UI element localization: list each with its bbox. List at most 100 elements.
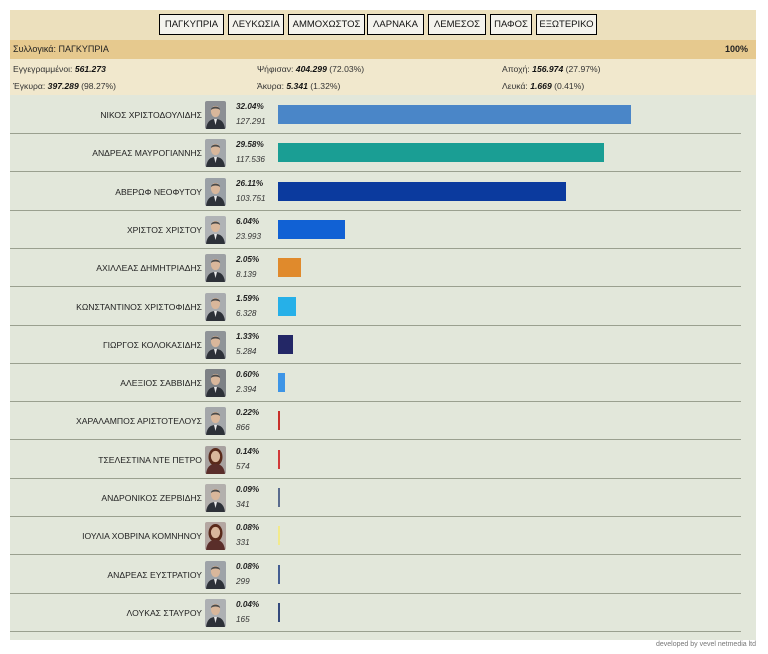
- row-divider: [10, 171, 741, 173]
- candidate-row: ΧΑΡΑΛΑΜΠΟΣ ΑΡΙΣΤΟΤΕΛΟΥΣ 0.22% 866: [10, 402, 756, 441]
- candidate-percentage: 0.22%: [236, 408, 260, 418]
- candidate-percentage: 0.08%: [236, 523, 260, 533]
- tab-1[interactable]: ΠΑΓΚΥΠΡΙΑ: [159, 14, 224, 35]
- result-bar: [278, 143, 604, 163]
- candidate-votes: 165: [236, 614, 250, 624]
- candidate-name: ΛΟΥΚΑΣ ΣΤΑΥΡΟΥ: [126, 607, 202, 618]
- stat-valid: Έγκυρα: 397.289 (98.27%): [13, 81, 117, 91]
- result-bar: [278, 564, 280, 584]
- candidate-percentage: 1.59%: [236, 293, 260, 303]
- tab-6[interactable]: ΠΑΦΟΣ: [490, 14, 532, 35]
- candidate-photo: [205, 254, 226, 283]
- candidate-name: ΑΛΕΞΙΟΣ ΣΑΒΒΙΔΗΣ: [120, 378, 202, 389]
- candidate-votes: 866: [236, 423, 250, 433]
- candidate-photo: [205, 215, 226, 244]
- candidate-row: ΛΟΥΚΑΣ ΣΤΑΥΡΟΥ 0.04% 165: [10, 594, 756, 632]
- candidate-votes: 331: [236, 538, 250, 548]
- tab-4[interactable]: ΛΑΡΝΑΚΑ: [367, 14, 424, 35]
- candidate-name: ΝΙΚΟΣ ΧΡΙΣΤΟΔΟΥΛΙΔΗΣ: [100, 110, 202, 120]
- candidate-percentage: 0.08%: [236, 561, 260, 571]
- result-bar: [278, 411, 281, 431]
- stat-voted: Ψήφισαν: 404.299 (72.03%): [257, 64, 365, 74]
- candidate-photo: [205, 369, 226, 398]
- candidate-photo: [205, 407, 226, 436]
- candidate-name: ΧΡΙΣΤΟΣ ΧΡΙΣΤΟΥ: [126, 224, 202, 235]
- row-divider: [10, 362, 741, 364]
- result-bar: [278, 219, 345, 239]
- candidate-percentage: 6.04%: [236, 216, 260, 226]
- candidate-percentage: 1.33%: [236, 331, 260, 341]
- candidate-photo: [205, 598, 226, 627]
- row-divider: [10, 554, 741, 556]
- result-bar: [278, 488, 280, 507]
- row-divider: [10, 477, 741, 479]
- tab-2[interactable]: ΛΕΥΚΩΣΙΑ: [228, 14, 284, 35]
- candidate-row: ΑΝΔΡΟΝΙΚΟΣ ΖΕΡΒΙΔΗΣ 0.09% 341: [10, 479, 756, 517]
- candidate-photo: [205, 484, 226, 512]
- developer-credit: developed by vevel netmedia ltd: [655, 641, 756, 648]
- stat-invalid: Άκυρα: 5.341 (1.32%): [257, 81, 341, 91]
- candidate-name: ΚΩΝΣΤΑΝΤΙΝΟΣ ΧΡΙΣΤΟΦΙΔΗΣ: [76, 301, 202, 312]
- candidate-row: ΧΡΙΣΤΟΣ ΧΡΙΣΤΟΥ 6.04% 23.993: [10, 211, 756, 249]
- candidate-name: ΓΙΩΡΓΟΣ ΚΟΛΟΚΑΣΙΔΗΣ: [102, 339, 202, 350]
- row-divider: [10, 592, 741, 594]
- candidate-name: ΑΝΔΡΟΝΙΚΟΣ ΖΕΡΒΙΔΗΣ: [101, 493, 202, 503]
- result-bar: [278, 602, 280, 622]
- candidate-percentage: 2.05%: [236, 255, 260, 265]
- counted-percentage: 100%: [724, 44, 748, 54]
- candidate-votes: 341: [236, 500, 250, 509]
- candidate-row: ΓΙΩΡΓΟΣ ΚΟΛΟΚΑΣΙΔΗΣ 1.33% 5.284: [10, 326, 756, 364]
- candidate-votes: 299: [236, 576, 250, 586]
- candidate-votes: 5.284: [236, 346, 257, 356]
- candidate-percentage: 0.09%: [236, 485, 260, 494]
- tab-7[interactable]: ΕΞΩΤΕΡΙΚΟ: [536, 14, 597, 35]
- row-divider: [10, 324, 741, 326]
- tab-5[interactable]: ΛΕΜΕΣΟΣ: [428, 14, 486, 35]
- candidate-name: ΑΝΔΡΕΑΣ ΜΑΥΡΟΓΙΑΝΝΗΣ: [92, 148, 202, 159]
- row-divider: [10, 439, 741, 441]
- result-bar: [278, 258, 301, 278]
- candidate-votes: 23.993: [236, 231, 262, 241]
- candidate-name: ΑΧΙΛΛΕΑΣ ΔΗΜΗΤΡΙΑΔΗΣ: [96, 263, 202, 274]
- candidate-row: ΝΙΚΟΣ ΧΡΙΣΤΟΔΟΥΛΙΔΗΣ 32.04% 127.291: [10, 96, 756, 134]
- candidate-row: ΚΩΝΣΤΑΝΤΙΝΟΣ ΧΡΙΣΤΟΦΙΔΗΣ 1.59% 6.328: [10, 288, 756, 326]
- candidate-name: ΧΑΡΑΛΑΜΠΟΣ ΑΡΙΣΤΟΤΕΛΟΥΣ: [76, 416, 202, 427]
- candidate-percentage: 0.60%: [236, 370, 260, 380]
- results-panel: ΠΑΓΚΥΠΡΙΑ ΛΕΥΚΩΣΙΑ ΑΜΜΟΧΩΣΤΟΣ ΛΑΡΝΑΚΑ ΛΕΜΕΣΟ…: [10, 10, 756, 640]
- tab-3[interactable]: ΑΜΜΟΧΩΣΤΟΣ: [288, 14, 365, 35]
- candidate-photo: [205, 292, 226, 321]
- candidate-percentage: 29.58%: [236, 140, 264, 150]
- summary-title: Συλλογικά: ΠΑΓΚΥΠΡΙΑ: [13, 44, 109, 54]
- candidate-row: ΑΝΔΡΕΑΣ ΜΑΥΡΟΓΙΑΝΝΗΣ 29.58% 117.536: [10, 134, 756, 173]
- row-divider: [10, 133, 741, 134]
- row-divider: [10, 247, 741, 249]
- row-divider: [10, 516, 741, 517]
- result-bar: [278, 105, 631, 124]
- row-divider: [10, 209, 741, 211]
- stat-registered: Εγγεγραμμένοι: 561.273: [13, 64, 106, 74]
- stat-blank: Λευκά: 1.669 (0.41%): [502, 81, 585, 91]
- candidate-photo: [205, 101, 226, 129]
- candidate-photo: [205, 445, 226, 474]
- candidate-name: ΑΒΕΡΩΦ ΝΕΟΦΥΤΟΥ: [115, 186, 202, 197]
- candidate-votes: 8.139: [236, 270, 257, 280]
- candidate-votes: 2.394: [236, 385, 257, 395]
- result-bar: [278, 449, 280, 469]
- result-bar: [278, 373, 285, 393]
- district-tab-bar: ΠΑΓΚΥΠΡΙΑ ΛΕΥΚΩΣΙΑ ΑΜΜΟΧΩΣΤΟΣ ΛΑΡΝΑΚΑ ΛΕΜΕΣΟ…: [10, 10, 756, 40]
- stat-abstention: Αποχή: 156.974 (27.97%): [502, 64, 601, 74]
- turnout-stats: Εγγεγραμμένοι: 561.273 Ψήφισαν: 404.299 …: [10, 59, 756, 95]
- row-divider: [10, 401, 741, 403]
- candidate-row: ΤΣΕΛΕΣΤΙΝΑ ΝΤΕ ΠΕΤΡΟ 0.14% 574: [10, 441, 756, 479]
- candidate-percentage: 0.04%: [236, 599, 260, 609]
- candidate-name: ΑΝΔΡΕΑΣ ΕΥΣΤΡΑΤΙΟΥ: [107, 569, 202, 580]
- candidate-percentage: 32.04%: [236, 102, 264, 111]
- candidate-row: ΙΟΥΛΙΑ ΧΟΒΡΙΝΑ ΚΟΜΝΗΝΟΥ 0.08% 331: [10, 517, 756, 556]
- candidate-photo: [205, 560, 226, 589]
- candidate-photo: [205, 177, 226, 206]
- result-bar: [278, 296, 296, 316]
- row-divider: [10, 630, 741, 632]
- candidate-votes: 574: [236, 461, 250, 471]
- row-divider: [10, 286, 741, 288]
- candidate-name: ΙΟΥΛΙΑ ΧΟΒΡΙΝΑ ΚΟΜΝΗΝΟΥ: [82, 531, 202, 542]
